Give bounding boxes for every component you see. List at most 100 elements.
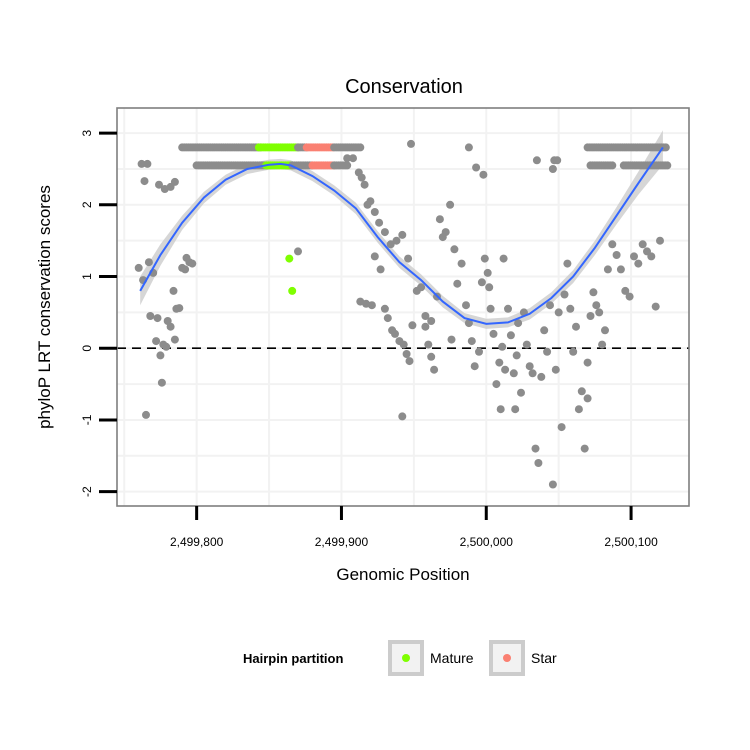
x-axis: 2,499,800 2,499,900 2,500,000 2,500,100	[170, 506, 658, 549]
point-other	[553, 156, 561, 164]
point-other	[181, 265, 189, 273]
point-other	[479, 171, 487, 179]
point-other	[604, 265, 612, 273]
point-other	[343, 161, 351, 169]
point-other	[448, 336, 456, 344]
point-other	[540, 326, 548, 334]
y-tick-label: 3	[80, 129, 94, 136]
point-other	[408, 321, 416, 329]
point-other	[492, 380, 500, 388]
point-other	[358, 174, 366, 182]
point-other	[465, 143, 473, 151]
point-other	[478, 278, 486, 286]
point-other	[349, 154, 357, 162]
point-other	[617, 265, 625, 273]
point-other	[517, 389, 525, 397]
point-other	[510, 369, 518, 377]
point-other	[407, 140, 415, 148]
point-other	[430, 366, 438, 374]
point-other	[584, 394, 592, 402]
legend-swatch-mature	[402, 654, 410, 662]
point-other	[424, 341, 432, 349]
point-other	[458, 260, 466, 268]
legend-item-star: Star	[491, 642, 557, 674]
point-other	[156, 351, 164, 359]
point-other	[569, 348, 577, 356]
point-other	[485, 283, 493, 291]
point-other	[158, 379, 166, 387]
point-other	[662, 143, 670, 151]
legend-label-star: Star	[531, 650, 557, 666]
legend-swatch-star	[503, 654, 511, 662]
point-other	[398, 412, 406, 420]
point-other	[546, 301, 554, 309]
point-other	[584, 359, 592, 367]
point-other	[442, 228, 450, 236]
plot-panel	[117, 108, 689, 506]
point-other	[398, 231, 406, 239]
point-other	[188, 260, 196, 268]
point-other	[162, 343, 170, 351]
point-other	[543, 348, 551, 356]
point-other	[552, 366, 560, 374]
y-tick-label: -1	[80, 414, 94, 425]
point-other	[427, 353, 435, 361]
point-other	[572, 323, 580, 331]
point-other	[589, 288, 597, 296]
point-other	[152, 337, 160, 345]
legend: Hairpin partition Mature Star	[243, 642, 557, 674]
point-other	[549, 481, 557, 489]
point-other	[484, 269, 492, 277]
point-other	[495, 359, 503, 367]
x-axis-label: Genomic Position	[336, 565, 469, 584]
point-other	[141, 177, 149, 185]
point-other	[497, 405, 505, 413]
point-other	[371, 252, 379, 260]
x-tick-label: 2,499,800	[170, 535, 224, 549]
point-other	[371, 208, 379, 216]
point-other	[391, 330, 399, 338]
point-other	[575, 405, 583, 413]
point-other	[533, 156, 541, 164]
point-other	[450, 245, 458, 253]
point-other	[487, 305, 495, 313]
point-other	[656, 237, 664, 245]
point-mature	[288, 287, 296, 295]
legend-label-mature: Mature	[430, 650, 474, 666]
x-tick-label: 2,499,900	[315, 535, 369, 549]
point-other	[501, 366, 509, 374]
x-tick-label: 2,500,000	[460, 535, 514, 549]
point-other	[532, 445, 540, 453]
point-other	[175, 304, 183, 312]
point-other	[146, 312, 154, 320]
point-other	[561, 291, 569, 299]
point-other	[507, 331, 515, 339]
point-other	[613, 251, 621, 259]
y-tick-label: -2	[80, 486, 94, 497]
point-other	[513, 351, 521, 359]
point-other	[406, 357, 414, 365]
y-tick-label: 0	[80, 345, 94, 352]
point-other	[534, 459, 542, 467]
y-axis-label: phyloP LRT conservation scores	[35, 185, 54, 429]
point-other	[171, 336, 179, 344]
point-other	[403, 350, 411, 358]
point-other	[471, 362, 479, 370]
point-other	[581, 445, 589, 453]
point-other	[375, 219, 383, 227]
point-other	[630, 252, 638, 260]
point-mature	[285, 255, 293, 263]
point-other	[592, 301, 600, 309]
point-other	[647, 252, 655, 260]
point-other	[639, 240, 647, 248]
point-other	[170, 287, 178, 295]
point-other	[400, 341, 408, 349]
point-other	[498, 343, 506, 351]
point-other	[417, 283, 425, 291]
point-other	[472, 164, 480, 172]
point-other	[381, 228, 389, 236]
point-other	[453, 280, 461, 288]
point-other	[436, 215, 444, 223]
point-other	[475, 348, 483, 356]
point-other	[393, 237, 401, 245]
